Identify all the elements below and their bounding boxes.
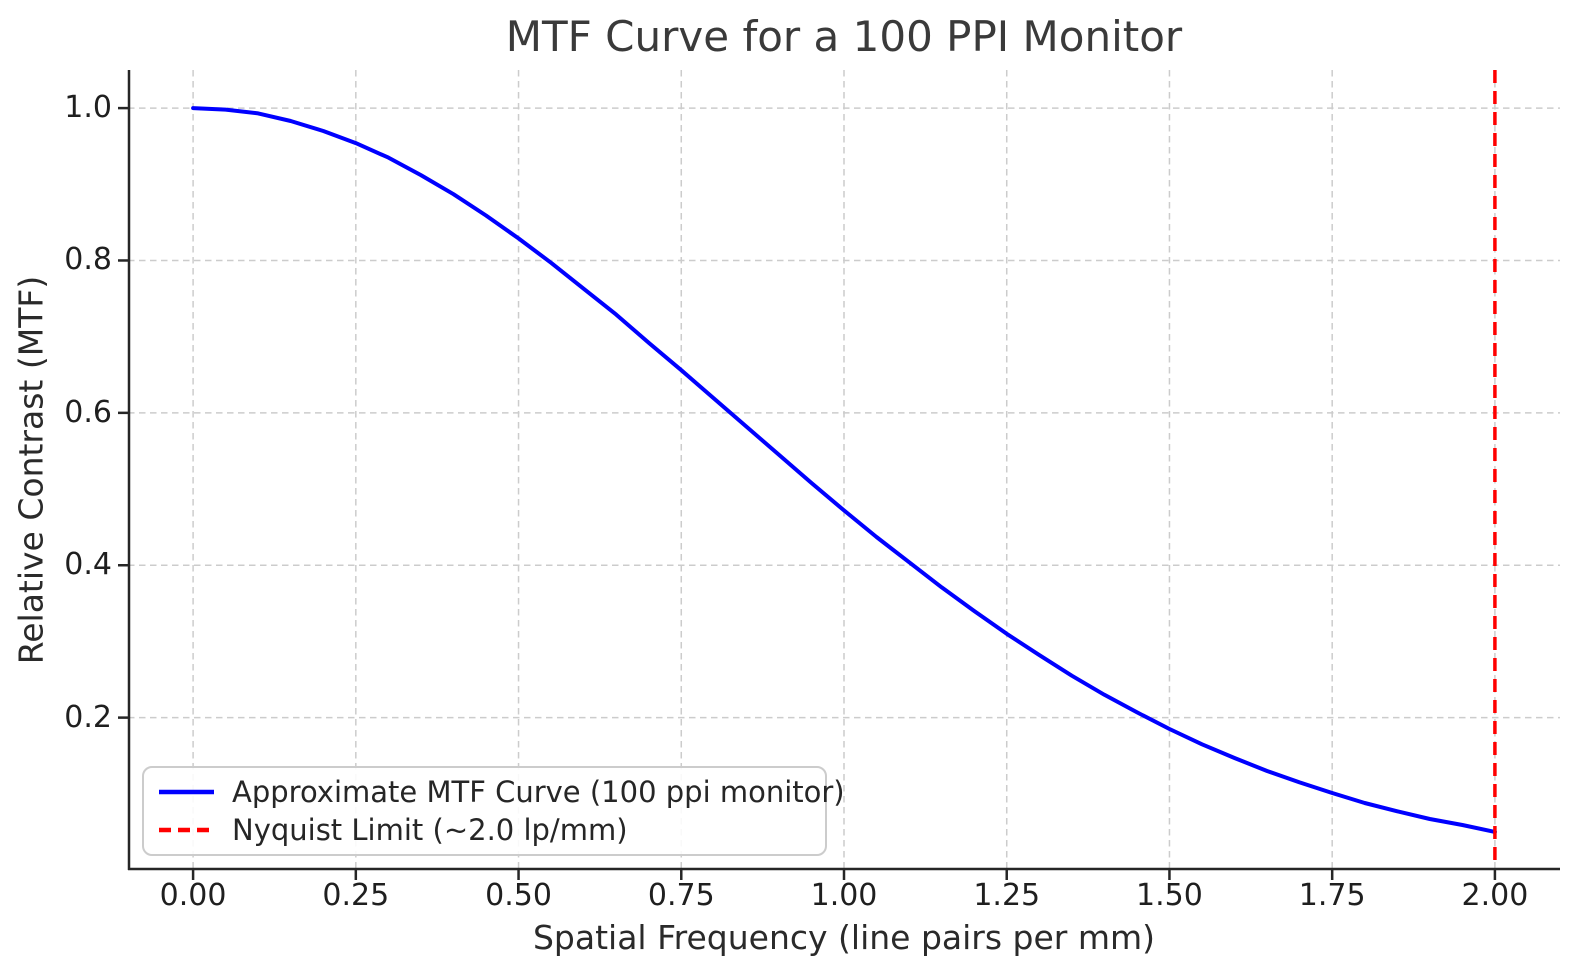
x-tick-label: 0.50 (485, 878, 552, 913)
y-tick-label: 0.4 (64, 547, 112, 583)
x-tick-label: 0.75 (647, 878, 715, 913)
x-tick-label: 1.75 (1298, 878, 1366, 913)
x-tick-label: 1.50 (1136, 878, 1203, 913)
legend: Approximate MTF Curve (100 ppi monitor) … (142, 766, 845, 856)
y-axis-label: Relative Contrast (MTF) (11, 275, 51, 665)
x-tick-label: 0.00 (159, 878, 227, 913)
legend-entry-label: Nyquist Limit (~2.0 lp/mm) (232, 813, 628, 848)
y-tick-label: 0.2 (64, 699, 112, 735)
legend-dashed-line-icon (159, 828, 214, 833)
y-tick-label: 1.0 (64, 90, 112, 126)
legend-solid-line-icon (159, 789, 214, 794)
y-tick-label: 0.6 (64, 394, 112, 430)
x-tick-label: 0.25 (322, 878, 390, 913)
x-tick-label: 2.00 (1461, 878, 1529, 913)
legend-entry: Approximate MTF Curve (100 ppi monitor) (158, 775, 845, 809)
legend-entry: Nyquist Limit (~2.0 lp/mm) (158, 813, 811, 847)
plot-area (118, 70, 1560, 880)
x-tick-label: 1.25 (973, 878, 1041, 913)
y-tick-label: 0.8 (64, 242, 112, 278)
legend-entry-label: Approximate MTF Curve (100 ppi monitor) (232, 774, 845, 809)
mtf-curve (191, 106, 1497, 834)
x-tick-label: 1.00 (810, 878, 878, 913)
x-axis-label: Spatial Frequency (line pairs per mm) (532, 918, 1156, 957)
plot-svg (118, 70, 1560, 880)
chart-title: MTF Curve for a 100 PPI Monitor (505, 12, 1183, 61)
